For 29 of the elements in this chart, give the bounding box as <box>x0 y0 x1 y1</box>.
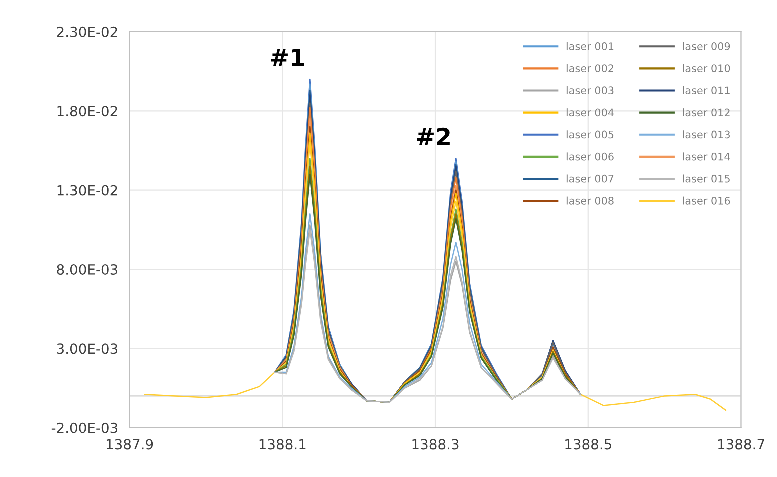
y-tick-label: 1.80E-02 <box>58 106 118 117</box>
annotation: #2 <box>417 128 450 146</box>
legend-label: laser 015 <box>683 174 730 183</box>
legend-label: laser 014 <box>683 152 730 161</box>
legend-label: laser 007 <box>566 174 614 183</box>
legend-label: laser 004 <box>566 108 614 117</box>
y-tick-label: 3.00E-03 <box>57 344 118 354</box>
legend-label: laser 010 <box>683 64 730 72</box>
legend-label: laser 002 <box>566 64 614 72</box>
y-tick-label: 2.30E-02 <box>57 26 118 38</box>
legend-label: laser 011 <box>683 86 730 95</box>
y-tick-label: 8.00E-03 <box>57 264 118 275</box>
legend-label: laser 008 <box>566 196 614 205</box>
legend-label: laser 006 <box>566 152 614 161</box>
x-tick-label: 1388.5 <box>566 439 612 450</box>
legend-label: laser 003 <box>566 86 614 95</box>
y-tick-label: 1.30E-02 <box>58 185 118 196</box>
annotation: #1 <box>271 49 304 66</box>
legend-label: laser 005 <box>566 130 614 139</box>
x-tick-label: 1388.1 <box>260 439 306 450</box>
legend-label: laser 009 <box>683 42 730 50</box>
legend-label: laser 001 <box>566 42 614 50</box>
x-tick-label: 1388.3 <box>412 439 459 450</box>
y-tick-label: -2.00E-03 <box>52 422 118 434</box>
legend-label: laser 013 <box>683 130 730 139</box>
x-tick-label: 1388.7 <box>718 439 764 450</box>
legend-label: laser 012 <box>683 108 730 117</box>
x-tick-label: 1387.9 <box>106 439 154 450</box>
legend-label: laser 016 <box>683 196 730 205</box>
